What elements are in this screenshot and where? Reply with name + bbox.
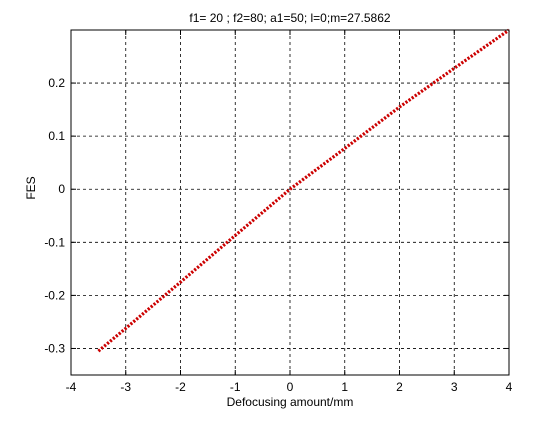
x-tick-label: -2 [175, 380, 186, 394]
data-layer [97, 28, 510, 353]
tick-layer: -4 -3 -2 -1 0 1 2 3 4 -0.3 -0.2 -0.1 0 0.1 0.2 [44, 30, 513, 394]
x-tick-label: 3 [451, 380, 458, 394]
y-tick-label: -0.1 [44, 235, 65, 249]
y-axis-label: FES [24, 176, 38, 199]
y-tick-label: -0.3 [44, 341, 65, 355]
chart-title: f1= 20 ; f2=80; a1=50; l=0;m=27.5862 [189, 11, 390, 25]
y-tick-label: 0 [58, 182, 65, 196]
x-axis-label: Defocusing amount/mm [227, 395, 354, 409]
x-tick-label: -3 [120, 380, 131, 394]
x-tick-label: -4 [66, 380, 77, 394]
series-line [97, 28, 510, 353]
x-tick-label: 1 [341, 380, 348, 394]
y-tick-label: -0.2 [44, 288, 65, 302]
y-tick-label: 0.1 [48, 129, 65, 143]
plot-frame [70, 29, 510, 376]
grid-layer [71, 30, 509, 375]
x-tick-label: 0 [287, 380, 294, 394]
x-tick-label: 4 [506, 380, 513, 394]
x-tick-label: -1 [230, 380, 241, 394]
y-tick-label: 0.2 [48, 76, 65, 90]
x-tick-label: 2 [396, 380, 403, 394]
